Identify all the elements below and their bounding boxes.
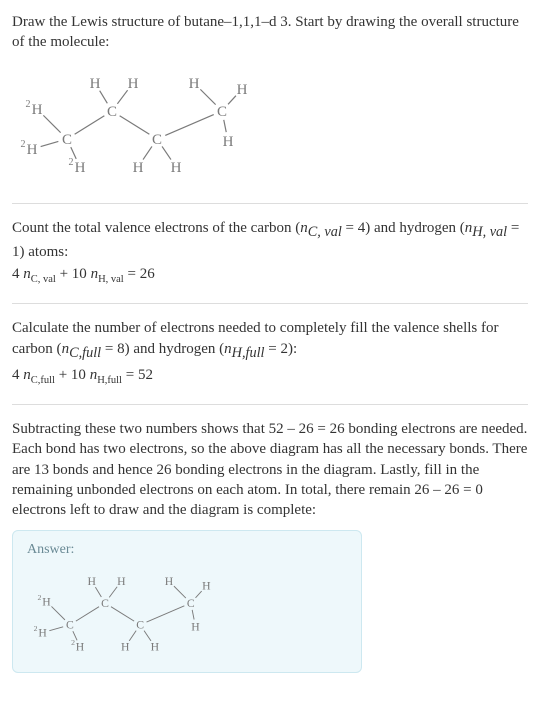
txt: Count the total valence electrons of the…	[12, 220, 300, 236]
s: H, val	[472, 224, 507, 240]
svg-text:H: H	[42, 596, 51, 609]
svg-text:C: C	[66, 619, 74, 632]
svg-text:H: H	[223, 134, 234, 150]
svg-text:H: H	[171, 160, 182, 176]
answer-box: Answer: CCCCH2H2H2HHHHHHH	[12, 530, 362, 673]
txt: = 8) and hydrogen (	[101, 341, 224, 357]
s: H,full	[232, 345, 265, 361]
svg-text:C: C	[101, 597, 109, 610]
svg-text:H: H	[27, 142, 38, 158]
svg-text:2: 2	[34, 624, 38, 633]
svg-text:2: 2	[21, 139, 26, 150]
conclusion-text: Subtracting these two numbers shows that…	[12, 419, 528, 520]
valence-count-section: Count the total valence electrons of the…	[12, 218, 528, 305]
svg-text:H: H	[133, 160, 144, 176]
svg-text:2: 2	[71, 638, 75, 647]
svg-text:2: 2	[26, 99, 31, 110]
full-shell-formula: 4 nC,full + 10 nH,full = 52	[12, 365, 528, 388]
svg-text:C: C	[217, 104, 227, 120]
svg-text:2: 2	[38, 593, 42, 602]
v: n	[300, 220, 308, 236]
svg-text:C: C	[187, 597, 195, 610]
valence-count-text: Count the total valence electrons of the…	[12, 218, 528, 262]
txt: = 2):	[265, 341, 298, 357]
var-nHfull: nH,full	[224, 341, 264, 357]
v: n	[224, 341, 232, 357]
molecule-diagram-large: CCCCH2H2H2HHHHHHH	[12, 61, 272, 181]
svg-text:H: H	[76, 641, 85, 654]
txt: = 4) and hydrogen (	[342, 220, 465, 236]
intro-text: Draw the Lewis structure of butane–1,1,1…	[12, 12, 528, 53]
svg-text:H: H	[151, 641, 160, 654]
svg-text:H: H	[128, 76, 139, 92]
conclusion-section: Subtracting these two numbers shows that…	[12, 419, 528, 673]
var-nHval: nH, val	[465, 220, 507, 236]
var-nCfull: nC,full	[62, 341, 102, 357]
full-shell-text: Calculate the number of electrons needed…	[12, 318, 528, 362]
v: n	[62, 341, 70, 357]
svg-text:H: H	[88, 575, 97, 588]
svg-text:H: H	[191, 620, 200, 633]
svg-text:H: H	[38, 627, 47, 640]
svg-text:C: C	[62, 132, 72, 148]
svg-text:H: H	[121, 641, 130, 654]
svg-text:C: C	[152, 132, 162, 148]
svg-text:H: H	[189, 76, 200, 92]
svg-text:C: C	[107, 104, 117, 120]
svg-text:C: C	[136, 619, 144, 632]
intro-section: Draw the Lewis structure of butane–1,1,1…	[12, 12, 528, 204]
svg-text:H: H	[90, 76, 101, 92]
molecule-diagram-small: CCCCH2H2H2HHHHHHH	[27, 564, 230, 658]
s: C,full	[69, 345, 101, 361]
s: C, val	[308, 224, 342, 240]
svg-text:H: H	[237, 82, 248, 98]
var-nCval: nC, val	[300, 220, 342, 236]
svg-text:H: H	[32, 102, 43, 118]
svg-text:H: H	[202, 580, 211, 593]
svg-text:H: H	[165, 575, 174, 588]
full-shell-section: Calculate the number of electrons needed…	[12, 318, 528, 405]
intro-diagram-wrap: CCCCH2H2H2HHHHHHH	[12, 61, 528, 187]
answer-label: Answer:	[27, 541, 347, 560]
svg-text:H: H	[75, 160, 86, 176]
svg-text:2: 2	[69, 157, 74, 168]
valence-formula: 4 nC, val + 10 nH, val = 26	[12, 264, 528, 287]
svg-text:H: H	[117, 575, 126, 588]
